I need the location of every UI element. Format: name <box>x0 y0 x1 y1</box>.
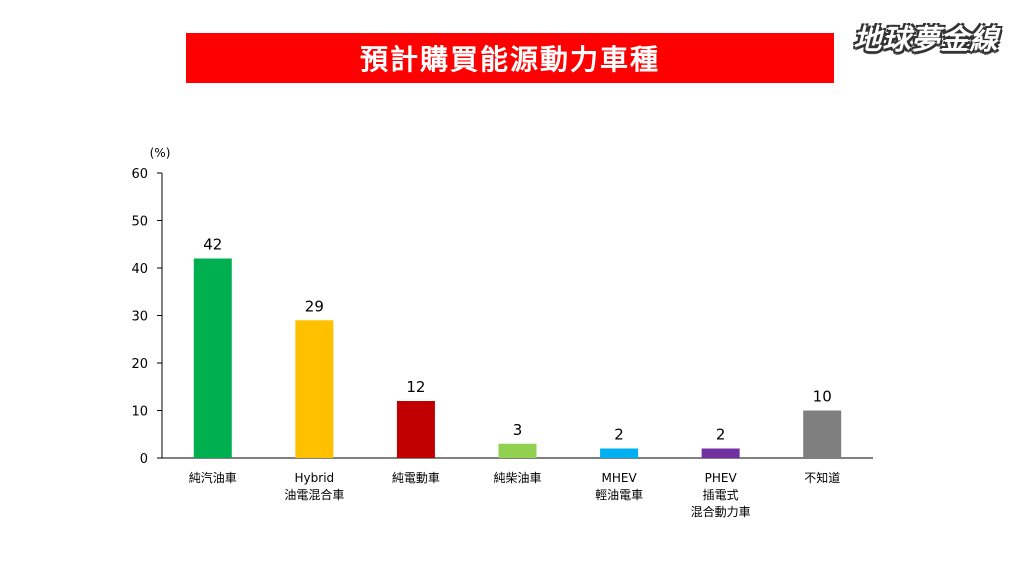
y-tick-label: 60 <box>131 167 148 182</box>
bar <box>295 320 334 458</box>
bar-value-label: 12 <box>406 378 425 396</box>
chart-title-banner: 預計購買能源動力車種 <box>186 33 834 83</box>
bar-value-label: 3 <box>513 421 523 439</box>
y-axis-unit-label: (%) <box>150 146 171 160</box>
bar-series <box>193 258 842 458</box>
y-tick-label: 40 <box>131 262 148 277</box>
bar-value-label: 42 <box>203 236 222 254</box>
category-label: 不知道 <box>804 471 840 485</box>
bar <box>396 401 435 458</box>
category-label: 純汽油車 <box>189 470 237 485</box>
bar <box>701 448 740 458</box>
category-label: 混合動力車 <box>691 504 751 519</box>
data-labels: 42 29 12 3 2 2 10 <box>203 236 832 444</box>
category-label: 插電式 <box>703 488 739 502</box>
category-label: 輕油電車 <box>595 488 643 502</box>
bar-value-label: 2 <box>614 426 624 444</box>
bar <box>193 258 232 458</box>
category-label: 油電混合車 <box>284 487 344 502</box>
channel-logo: 地球夢金線 <box>838 18 1014 58</box>
y-tick-label: 20 <box>131 357 148 372</box>
bar-value-label: 10 <box>813 388 832 406</box>
bar <box>498 443 537 458</box>
category-labels: 純汽油車 Hybrid 油電混合車 純電動車 純柴油車 MHEV 輕油電車 PHEV 插電式混合… <box>189 470 840 519</box>
bar-value-label: 29 <box>305 297 324 315</box>
channel-logo-text: 地球夢金線 <box>853 23 999 56</box>
y-tick-label: 50 <box>131 215 148 230</box>
category-label: PHEV <box>705 471 738 485</box>
y-tick-label: 10 <box>131 405 148 420</box>
category-label: 純電動車 <box>392 471 440 485</box>
bar <box>600 448 639 458</box>
y-tick-label: 30 <box>131 310 148 325</box>
category-label: MHEV <box>601 471 637 485</box>
category-label: Hybrid <box>295 471 335 485</box>
bar-value-label: 2 <box>716 426 726 444</box>
bar <box>803 410 842 458</box>
y-tick-label: 0 <box>140 452 148 467</box>
category-label: 純柴油車 <box>493 471 541 485</box>
y-axis-ticks: 0 10 20 30 40 50 60 <box>131 167 162 467</box>
chart-title: 預計購買能源動力車種 <box>359 43 660 76</box>
